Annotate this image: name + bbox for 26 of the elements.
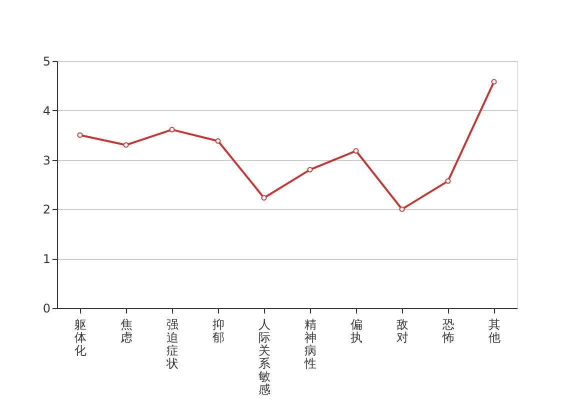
x-tick-label: 躯体化 bbox=[74, 318, 86, 358]
point bbox=[215, 138, 221, 144]
y-tick-label: 2 bbox=[42, 202, 50, 217]
y-tick-label: 4 bbox=[42, 104, 50, 118]
point bbox=[353, 148, 359, 154]
y-tick-label: 1 bbox=[42, 252, 50, 266]
x-tick-label: 焦虑 bbox=[120, 318, 132, 344]
y-tick-label: 3 bbox=[42, 153, 50, 168]
x-tick-label: 恐怖 bbox=[442, 318, 454, 344]
point bbox=[123, 142, 129, 148]
y-tick-label: 5 bbox=[42, 54, 50, 68]
x-tick-label: 其他 bbox=[488, 318, 500, 344]
point bbox=[491, 79, 497, 84]
x-tick-label: 敌对 bbox=[396, 318, 408, 344]
point bbox=[307, 166, 313, 172]
point bbox=[169, 126, 175, 132]
point bbox=[445, 178, 451, 184]
y-tick-label: 0 bbox=[42, 302, 50, 316]
point bbox=[261, 195, 267, 201]
point bbox=[399, 206, 405, 212]
point bbox=[77, 132, 83, 138]
x-tick-label: 人际关系敏感 bbox=[258, 318, 270, 396]
x-tick-label: 强迫症状 bbox=[166, 318, 178, 370]
x-tick-label: 抑郁 bbox=[212, 318, 224, 344]
x-tick-label: 精神病性 bbox=[304, 318, 316, 370]
x-tick-label: 偏执 bbox=[350, 318, 362, 344]
